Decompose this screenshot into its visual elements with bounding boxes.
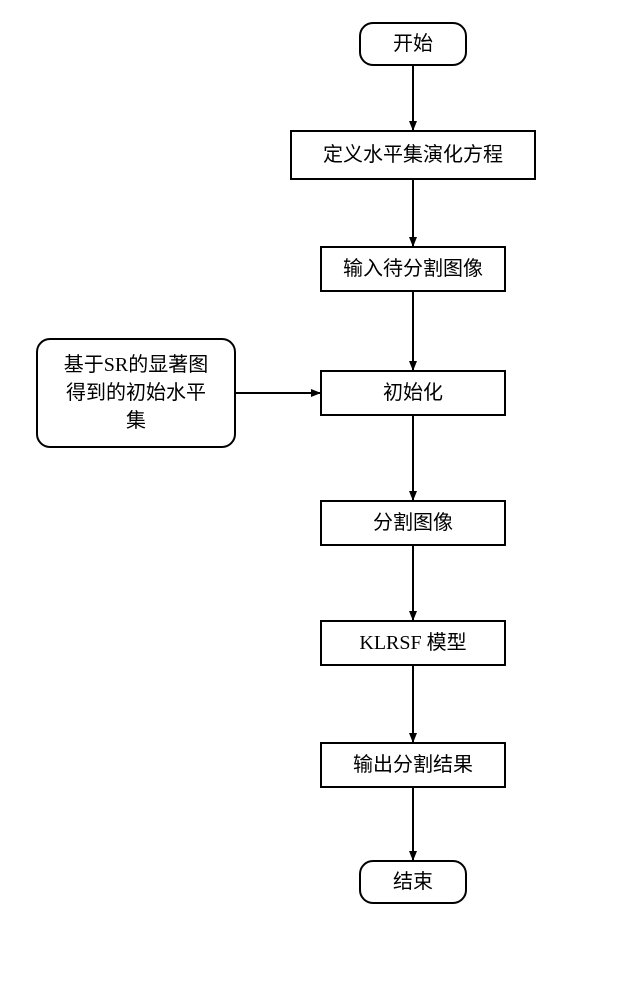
flowchart-canvas: 开始定义水平集演化方程输入待分割图像基于SR的显著图 得到的初始水平 集 初始化分… [0,0,624,1000]
flowchart-node-input: 输入待分割图像 [320,246,506,292]
flowchart-node-init: 初始化 [320,370,506,416]
node-label: 基于SR的显著图 得到的初始水平 集 [64,351,208,435]
node-label: 分割图像 [373,509,453,537]
node-label: 开始 [393,30,433,58]
flowchart-node-start: 开始 [359,22,467,66]
node-label: KLRSF 模型 [359,629,466,657]
node-label: 初始化 [383,379,443,407]
node-label: 定义水平集演化方程 [323,141,503,169]
flowchart-node-sr: 基于SR的显著图 得到的初始水平 集 [36,338,236,448]
flowchart-node-define: 定义水平集演化方程 [290,130,536,180]
node-label: 输入待分割图像 [343,255,483,283]
flowchart-node-output: 输出分割结果 [320,742,506,788]
flowchart-node-end: 结束 [359,860,467,904]
node-label: 输出分割结果 [353,751,473,779]
flowchart-node-klrsf: KLRSF 模型 [320,620,506,666]
flowchart-node-segment: 分割图像 [320,500,506,546]
node-label: 结束 [393,868,433,896]
